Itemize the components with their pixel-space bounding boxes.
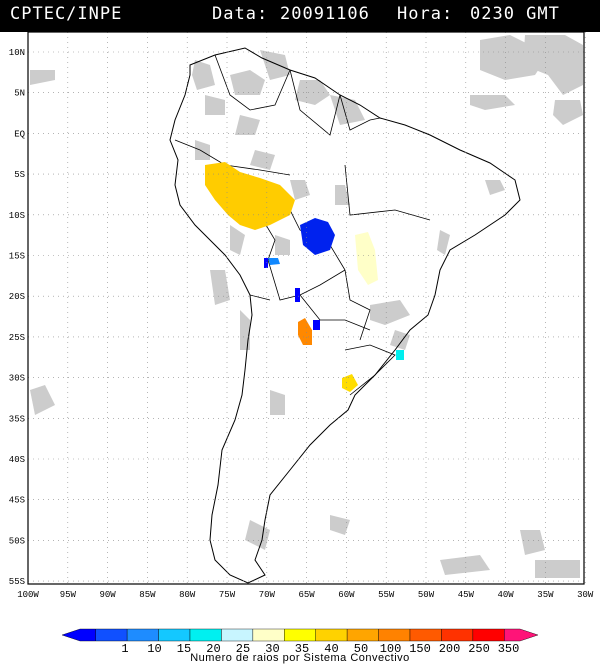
date-label: Data: <box>212 4 269 24</box>
lightning-map: 10N5NEQ5S10S15S20S25S30S35S40S45S50S55S … <box>9 31 594 600</box>
color-legend: 1 10 15 20 25 30 35 40 50 100 150 200 250 350 <box>61 628 539 653</box>
legend-label: 50 <box>354 642 368 653</box>
cloud-cover <box>30 35 583 578</box>
legend-label: 25 <box>236 642 250 653</box>
lon-label: 95W <box>60 590 77 600</box>
legend-swatch <box>409 628 442 642</box>
lat-label: 25S <box>9 333 25 343</box>
small-blue-cluster-2 <box>295 288 300 302</box>
legend-swatch <box>315 628 348 642</box>
lon-label: 30W <box>577 590 594 600</box>
date-value: 20091106 <box>280 4 370 24</box>
source-label: CPTEC/INPE <box>10 4 123 24</box>
lon-label: 40W <box>497 590 514 600</box>
map-frame-border <box>27 31 585 585</box>
lat-label: 10N <box>9 48 25 58</box>
legend-swatch <box>441 628 474 642</box>
lat-label: 50S <box>9 536 25 546</box>
lat-lon-grid <box>28 32 586 584</box>
legend-label: 40 <box>324 642 338 653</box>
lat-label: 10S <box>9 211 25 221</box>
lat-label: 45S <box>9 496 25 506</box>
mato-grosso-cluster <box>300 218 335 255</box>
time-value: 0230 GMT <box>470 4 560 24</box>
lat-label: 5N <box>14 89 25 99</box>
legend-label: 150 <box>409 642 431 653</box>
lat-label: 5S <box>14 170 25 180</box>
lon-label: 85W <box>139 590 156 600</box>
lon-label: 65W <box>298 590 315 600</box>
paraguay-cluster <box>298 318 312 345</box>
legend-labels: 1 10 15 20 25 30 35 40 50 100 150 200 250 350 <box>121 642 519 653</box>
latitude-labels: 10N 5N EQ 5S 10S 15S 20S 25S 30S 35S 40S 45S 50S 55S <box>9 48 25 587</box>
lon-label: 75W <box>219 590 236 600</box>
legend-swatch <box>61 628 96 642</box>
goias-cluster <box>355 232 378 285</box>
lat-label: EQ <box>14 129 25 139</box>
legend-label: 1 <box>121 642 128 653</box>
coastline <box>169 47 521 584</box>
legend-swatch <box>252 628 285 642</box>
legend-label: 350 <box>498 642 520 653</box>
legend-swatch <box>284 628 316 642</box>
lon-label: 35W <box>537 590 554 600</box>
lon-label: 80W <box>179 590 196 600</box>
convective-systems <box>205 162 404 392</box>
small-blue-cluster-1 <box>268 258 280 265</box>
legend-swatch <box>472 628 505 642</box>
lon-label: 90W <box>99 590 116 600</box>
lon-label: 45W <box>458 590 475 600</box>
amazonas-peru-cluster <box>205 162 295 230</box>
map-area <box>28 32 584 584</box>
lat-label: 35S <box>9 414 25 424</box>
legend-swatch <box>126 628 159 642</box>
legend-swatch <box>378 628 411 642</box>
lat-label: 20S <box>9 292 25 302</box>
legend-label: 10 <box>147 642 161 653</box>
time-label: Hora: <box>397 4 454 24</box>
legend-label: 30 <box>265 642 279 653</box>
map-header: CPTEC/INPE Data: 20091106 Hora: 0230 GMT <box>0 0 600 32</box>
legend-label: 200 <box>439 642 461 653</box>
lat-label: 30S <box>9 374 25 384</box>
lat-label: 55S <box>9 577 25 587</box>
legend-label: 20 <box>206 642 220 653</box>
lat-label: 40S <box>9 455 25 465</box>
legend-swatch <box>95 628 128 642</box>
legend-swatch <box>221 628 254 642</box>
uruguay-cluster <box>342 374 358 392</box>
legend-label: 35 <box>295 642 309 653</box>
lon-label: 60W <box>338 590 355 600</box>
lon-label: 50W <box>418 590 435 600</box>
lon-label: 70W <box>259 590 276 600</box>
legend-swatch <box>504 628 539 642</box>
lat-label: 15S <box>9 252 25 262</box>
legend-swatch <box>189 628 222 642</box>
legend-color-bar <box>61 628 539 642</box>
lon-label: 55W <box>378 590 395 600</box>
longitude-labels: 100W 95W 90W 85W 80W 75W 70W 65W 60W 55W 50W 45W 40W… <box>17 590 594 600</box>
lon-label: 100W <box>17 590 39 600</box>
santa-catarina-cluster <box>396 350 404 360</box>
legend-swatch <box>346 628 379 642</box>
small-blue-cluster-4 <box>264 258 268 268</box>
legend-label: 15 <box>177 642 191 653</box>
small-blue-cluster-3 <box>313 320 320 330</box>
legend-label: 100 <box>380 642 402 653</box>
legend-label: 250 <box>468 642 490 653</box>
legend-swatch <box>158 628 191 642</box>
legend-title: Numero de raios por Sistema Convectivo <box>190 652 410 664</box>
